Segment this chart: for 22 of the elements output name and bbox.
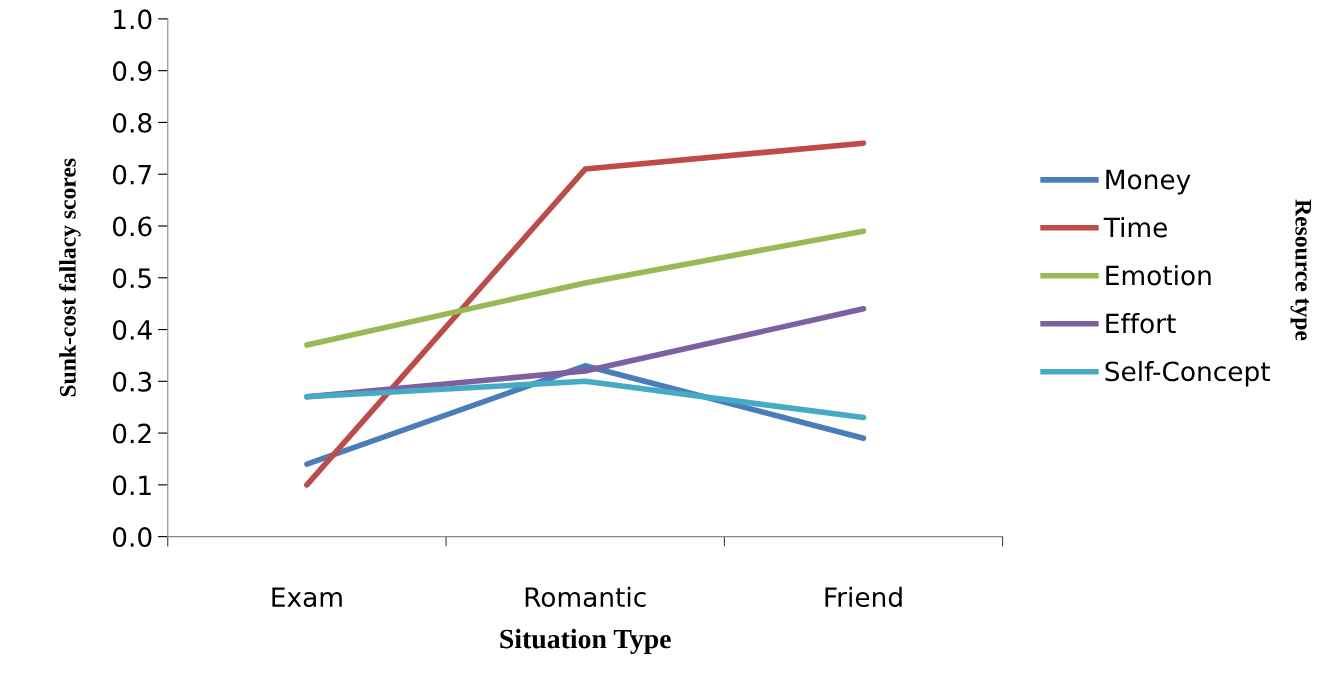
- y-tick-label: 0.1: [112, 475, 151, 496]
- legend-label: Money: [1106, 169, 1191, 195]
- y-tick-label: 0.9: [112, 61, 152, 82]
- x-tick-label: Romantic: [525, 586, 646, 608]
- y-tick-label: 0.8: [112, 112, 152, 133]
- y-tick-label: 1.0: [114, 9, 152, 30]
- y-tick-label: 0.4: [112, 319, 152, 340]
- y-tick-label: 0.0: [112, 527, 152, 548]
- y-axis-title: Sunk-cost fallacy scores: [58, 158, 81, 397]
- x-tick-label: Exam: [272, 587, 342, 608]
- y-tick-label: 0.3: [112, 371, 152, 392]
- legend-label: Time: [1103, 217, 1167, 238]
- legend-label: Emotion: [1106, 264, 1211, 286]
- legend-title: Resource type: [1290, 199, 1312, 341]
- x-axis-title: Situation Type: [500, 628, 671, 655]
- y-tick-label: 0.7: [112, 164, 151, 185]
- y-tick-label: 0.6: [112, 216, 152, 237]
- legend-label: Effort: [1106, 312, 1176, 334]
- x-tick-label: Friend: [825, 586, 902, 608]
- legend-label: Self-Concept: [1105, 360, 1270, 387]
- y-tick-label: 0.5: [112, 268, 151, 289]
- y-tick-label: 0.2: [112, 423, 151, 444]
